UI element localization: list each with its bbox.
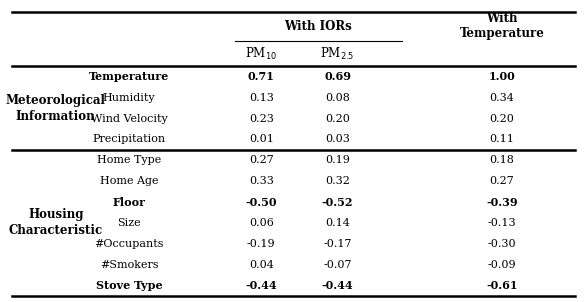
Text: Precipitation: Precipitation bbox=[93, 134, 166, 144]
Text: With IORs: With IORs bbox=[285, 20, 352, 33]
Text: Temperature: Temperature bbox=[89, 71, 169, 82]
Text: #Smokers: #Smokers bbox=[100, 260, 158, 270]
Text: PM$_{10}$: PM$_{10}$ bbox=[245, 46, 277, 62]
Text: -0.61: -0.61 bbox=[486, 280, 518, 291]
Text: Stove Type: Stove Type bbox=[96, 280, 163, 291]
Text: 0.27: 0.27 bbox=[490, 176, 514, 186]
Text: With
Temperature: With Temperature bbox=[460, 12, 544, 40]
Text: 0.71: 0.71 bbox=[248, 71, 275, 82]
Text: Size: Size bbox=[117, 218, 141, 228]
Text: 0.20: 0.20 bbox=[325, 114, 350, 124]
Text: -0.44: -0.44 bbox=[245, 280, 277, 291]
Text: -0.17: -0.17 bbox=[323, 239, 352, 249]
Text: 0.23: 0.23 bbox=[249, 114, 274, 124]
Text: -0.13: -0.13 bbox=[488, 218, 516, 228]
Text: 0.34: 0.34 bbox=[490, 93, 514, 103]
Text: 0.33: 0.33 bbox=[249, 176, 274, 186]
Text: #Occupants: #Occupants bbox=[95, 239, 164, 249]
Text: Meteorological
Information: Meteorological Information bbox=[6, 94, 106, 123]
Text: 0.20: 0.20 bbox=[490, 114, 514, 124]
Text: 0.06: 0.06 bbox=[249, 218, 274, 228]
Text: 0.32: 0.32 bbox=[325, 176, 350, 186]
Text: -0.07: -0.07 bbox=[323, 260, 352, 270]
Text: PM$_{2.5}$: PM$_{2.5}$ bbox=[321, 46, 355, 62]
Text: Floor: Floor bbox=[113, 197, 146, 207]
Text: 0.04: 0.04 bbox=[249, 260, 274, 270]
Text: 0.18: 0.18 bbox=[490, 155, 514, 165]
Text: Home Type: Home Type bbox=[97, 155, 161, 165]
Text: 0.19: 0.19 bbox=[325, 155, 350, 165]
Text: 0.08: 0.08 bbox=[325, 93, 350, 103]
Text: Housing
Characteristic: Housing Characteristic bbox=[9, 208, 103, 237]
Text: 0.01: 0.01 bbox=[249, 134, 274, 144]
Text: -0.19: -0.19 bbox=[247, 239, 275, 249]
Text: -0.39: -0.39 bbox=[486, 197, 518, 207]
Text: -0.30: -0.30 bbox=[488, 239, 516, 249]
Text: Wind Velocity: Wind Velocity bbox=[91, 114, 167, 124]
Text: 0.13: 0.13 bbox=[249, 93, 274, 103]
Text: -0.44: -0.44 bbox=[322, 280, 353, 291]
Text: Humidity: Humidity bbox=[103, 93, 156, 103]
Text: 0.27: 0.27 bbox=[249, 155, 274, 165]
Text: 1.00: 1.00 bbox=[488, 71, 515, 82]
Text: 0.14: 0.14 bbox=[325, 218, 350, 228]
Text: 0.03: 0.03 bbox=[325, 134, 350, 144]
Text: -0.09: -0.09 bbox=[488, 260, 516, 270]
Text: -0.50: -0.50 bbox=[245, 197, 277, 207]
Text: Home Age: Home Age bbox=[100, 176, 158, 186]
Text: 0.11: 0.11 bbox=[490, 134, 514, 144]
Text: -0.52: -0.52 bbox=[322, 197, 353, 207]
Text: 0.69: 0.69 bbox=[324, 71, 351, 82]
